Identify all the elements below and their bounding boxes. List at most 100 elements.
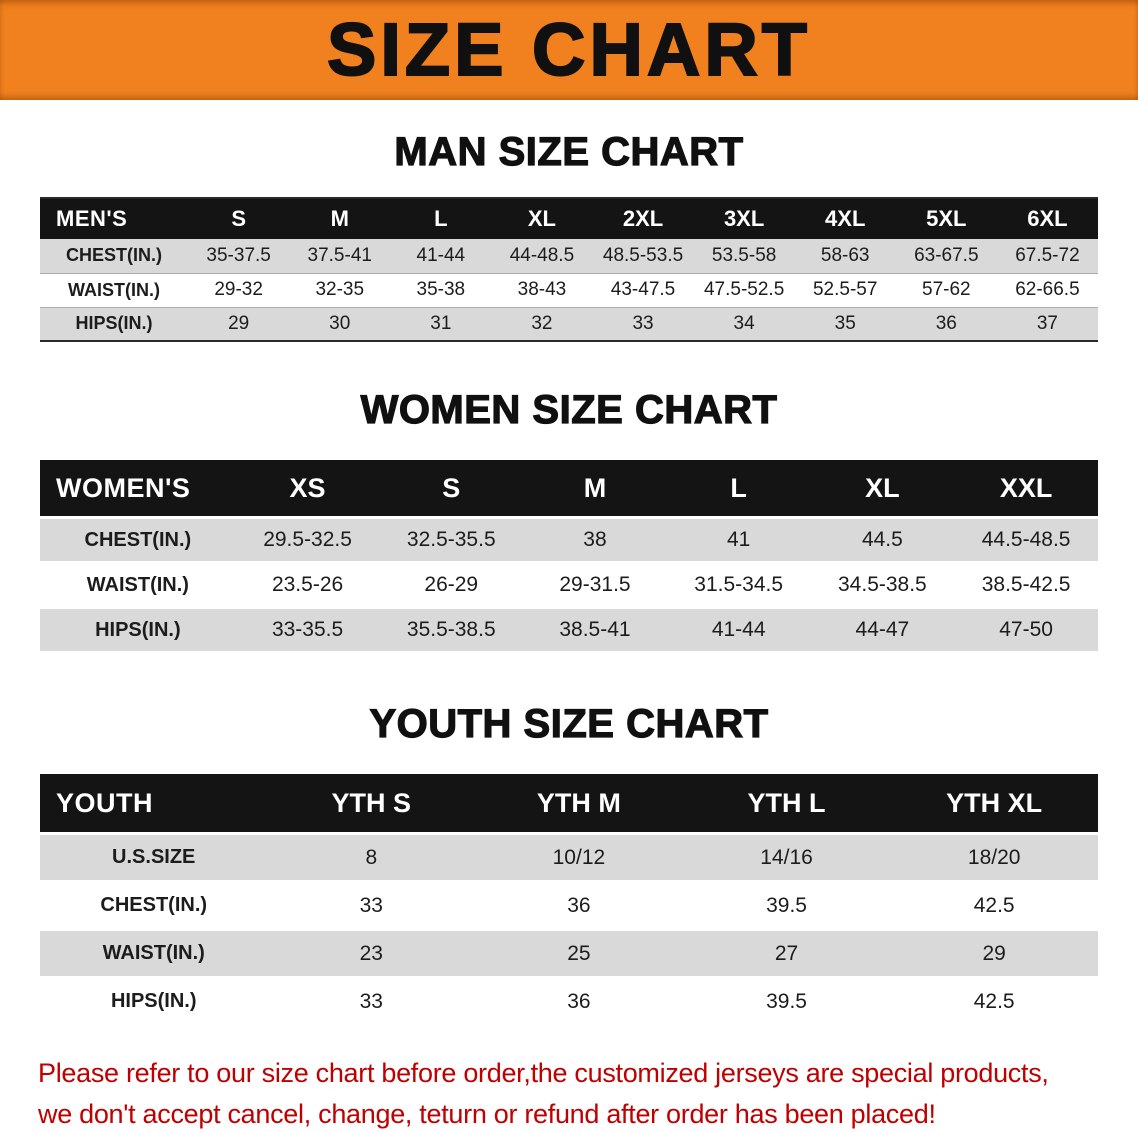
size-value: 62-66.5 bbox=[996, 273, 1098, 308]
size-column-header: 6XL bbox=[996, 198, 1098, 239]
size-value: 38.5-41 bbox=[523, 609, 667, 651]
size-column-header: XL bbox=[491, 198, 593, 239]
size-column-header: M bbox=[289, 198, 391, 239]
size-value: 35-37.5 bbox=[188, 239, 290, 274]
table-row: HIPS(IN.) 33 36 39.5 42.5 bbox=[40, 979, 1098, 1024]
table-title-cell: WOMEN'S bbox=[40, 460, 236, 516]
size-value: 42.5 bbox=[973, 989, 1015, 1013]
table-row: HIPS(IN.) 33-35.5 35.5-38.5 38.5-41 41-44 44-… bbox=[40, 609, 1098, 651]
size-value: 41-44 bbox=[666, 609, 811, 651]
size-column-header: YTH S bbox=[267, 774, 476, 832]
table-header-row: MEN'S S M L XL 2XL 3XL 4XL 5XL 6XL bbox=[40, 198, 1098, 239]
table-row: CHEST(IN.) 29.5-32.5 32.5-35.5 38 41 44.5 44.5… bbox=[40, 519, 1098, 561]
size-column-header: XL bbox=[810, 460, 955, 516]
size-value: 42.5 bbox=[973, 893, 1015, 917]
size-value: 47.5-52.5 bbox=[693, 273, 795, 308]
size-column-header: YTH M bbox=[475, 774, 683, 832]
size-column-header: M bbox=[523, 460, 667, 516]
size-value: 47-50 bbox=[954, 609, 1098, 651]
size-value: 39.5 bbox=[766, 893, 807, 917]
size-column-header: L bbox=[390, 198, 492, 239]
size-value: 33-35.5 bbox=[235, 609, 380, 651]
row-label: U.S.SIZE bbox=[40, 835, 268, 880]
size-value: 44-47 bbox=[810, 609, 955, 651]
size-column-header: 2XL bbox=[592, 198, 694, 239]
notice-line-1: Please refer to our size chart before or… bbox=[38, 1058, 1049, 1088]
size-column-header: S bbox=[188, 198, 290, 239]
row-label: HIPS(IN.) bbox=[40, 609, 236, 651]
size-value: 31.5-34.5 bbox=[694, 573, 784, 596]
men-size-table-container: MEN'S S M L XL 2XL 3XL 4XL 5XL 6XL CHEST(IN.) 35-37… bbox=[40, 197, 1098, 342]
size-value: 63-67.5 bbox=[895, 239, 997, 274]
row-label: WAIST(IN.) bbox=[40, 931, 268, 976]
banner: SIZE CHART bbox=[0, 0, 1138, 100]
row-label: CHEST(IN.) bbox=[40, 519, 236, 561]
size-value: 35.5-38.5 bbox=[379, 609, 524, 651]
size-value: 35-38 bbox=[390, 273, 492, 308]
table-row: CHEST(IN.) 33 36 39.5 42.5 bbox=[40, 883, 1098, 928]
table-row: WAIST(IN.) 23.5-26 26-29 29-31.5 31.5-34.5 34… bbox=[40, 564, 1098, 606]
row-label: WAIST(IN.) bbox=[86, 573, 189, 596]
size-column-header: L bbox=[666, 460, 811, 516]
size-value: 8 bbox=[267, 835, 476, 880]
size-value: 29 bbox=[890, 931, 1098, 976]
size-table: YOUTH YTH S YTH M YTH L YTH XL U.S.SIZE 8 10/12… bbox=[40, 771, 1098, 1027]
size-value: 39.5 bbox=[766, 989, 807, 1013]
size-value: 48.5-53.5 bbox=[592, 239, 694, 274]
size-value: 27 bbox=[682, 931, 891, 976]
size-value: 23.5-26 bbox=[271, 573, 344, 596]
size-value: 37.5-41 bbox=[289, 239, 391, 274]
table-row: CHEST(IN.) 35-37.5 37.5-41 41-44 44-48.5 48.5… bbox=[40, 239, 1098, 274]
size-column-header: XS bbox=[235, 460, 380, 516]
size-value: 26-29 bbox=[424, 573, 479, 596]
table-title-cell: YOUTH bbox=[40, 774, 268, 832]
size-value: 36 bbox=[567, 893, 591, 917]
size-value: 44-48.5 bbox=[491, 239, 593, 274]
size-value: 10/12 bbox=[475, 835, 683, 880]
size-value: 29 bbox=[188, 307, 290, 341]
size-value: 34 bbox=[693, 307, 795, 341]
row-label: WAIST(IN.) bbox=[40, 273, 189, 308]
size-column-header: 5XL bbox=[895, 198, 997, 239]
size-value: 31 bbox=[390, 307, 492, 341]
size-value: 32.5-35.5 bbox=[379, 519, 524, 561]
size-value: 32 bbox=[491, 307, 593, 341]
size-value: 43-47.5 bbox=[592, 273, 694, 308]
size-value: 34.5-38.5 bbox=[838, 573, 927, 596]
size-value: 41-44 bbox=[390, 239, 492, 274]
size-value: 44.5-48.5 bbox=[954, 519, 1098, 561]
size-value: 53.5-58 bbox=[693, 239, 795, 274]
size-value: 14/16 bbox=[682, 835, 891, 880]
table-row: WAIST(IN.) 29-32 32-35 35-38 38-43 43-47.5 47.… bbox=[40, 273, 1098, 308]
size-column-header: 3XL bbox=[693, 198, 795, 239]
size-value: 36 bbox=[895, 307, 997, 341]
table-header-row: WOMEN'S XS S M L XL XXL bbox=[40, 460, 1098, 516]
size-column-header: YTH XL bbox=[890, 774, 1098, 832]
size-column-header: 4XL bbox=[794, 198, 896, 239]
size-value: 37 bbox=[996, 307, 1098, 341]
youth-size-section: YOUTH SIZE CHART YOUTH YTH S YTH M YTH L YTH… bbox=[0, 701, 1138, 1027]
size-value: 25 bbox=[475, 931, 683, 976]
size-value: 29.5-32.5 bbox=[235, 519, 380, 561]
footer-notice: Please refer to our size chart before or… bbox=[0, 1053, 1138, 1132]
youth-size-table-container: YOUTH YTH S YTH M YTH L YTH XL U.S.SIZE 8 10/12… bbox=[40, 771, 1098, 1027]
size-value: 38-43 bbox=[491, 273, 593, 308]
size-column-header: YTH L bbox=[682, 774, 891, 832]
table-row: WAIST(IN.) 23 25 27 29 bbox=[40, 931, 1098, 976]
row-label: HIPS(IN.) bbox=[40, 307, 189, 341]
table-header-row: YOUTH YTH S YTH M YTH L YTH XL bbox=[40, 774, 1098, 832]
size-table: WOMEN'S XS S M L XL XXL CHEST(IN.) 29.5-32.5 32.5… bbox=[40, 457, 1098, 654]
size-value: 38 bbox=[523, 519, 667, 561]
women-size-section: WOMEN SIZE CHART WOMEN'S XS S M L XL XXL CHEST(… bbox=[0, 387, 1138, 654]
row-label: CHEST(IN.) bbox=[40, 239, 189, 274]
page-title: SIZE CHART bbox=[326, 8, 811, 91]
size-value: 30 bbox=[289, 307, 391, 341]
row-label: CHEST(IN.) bbox=[100, 894, 208, 916]
size-value: 33 bbox=[592, 307, 694, 341]
size-value: 29-31.5 bbox=[559, 573, 631, 596]
size-value: 41 bbox=[666, 519, 811, 561]
size-value: 23 bbox=[267, 931, 476, 976]
size-value: 32-35 bbox=[289, 273, 391, 308]
size-value: 57-62 bbox=[895, 273, 997, 308]
